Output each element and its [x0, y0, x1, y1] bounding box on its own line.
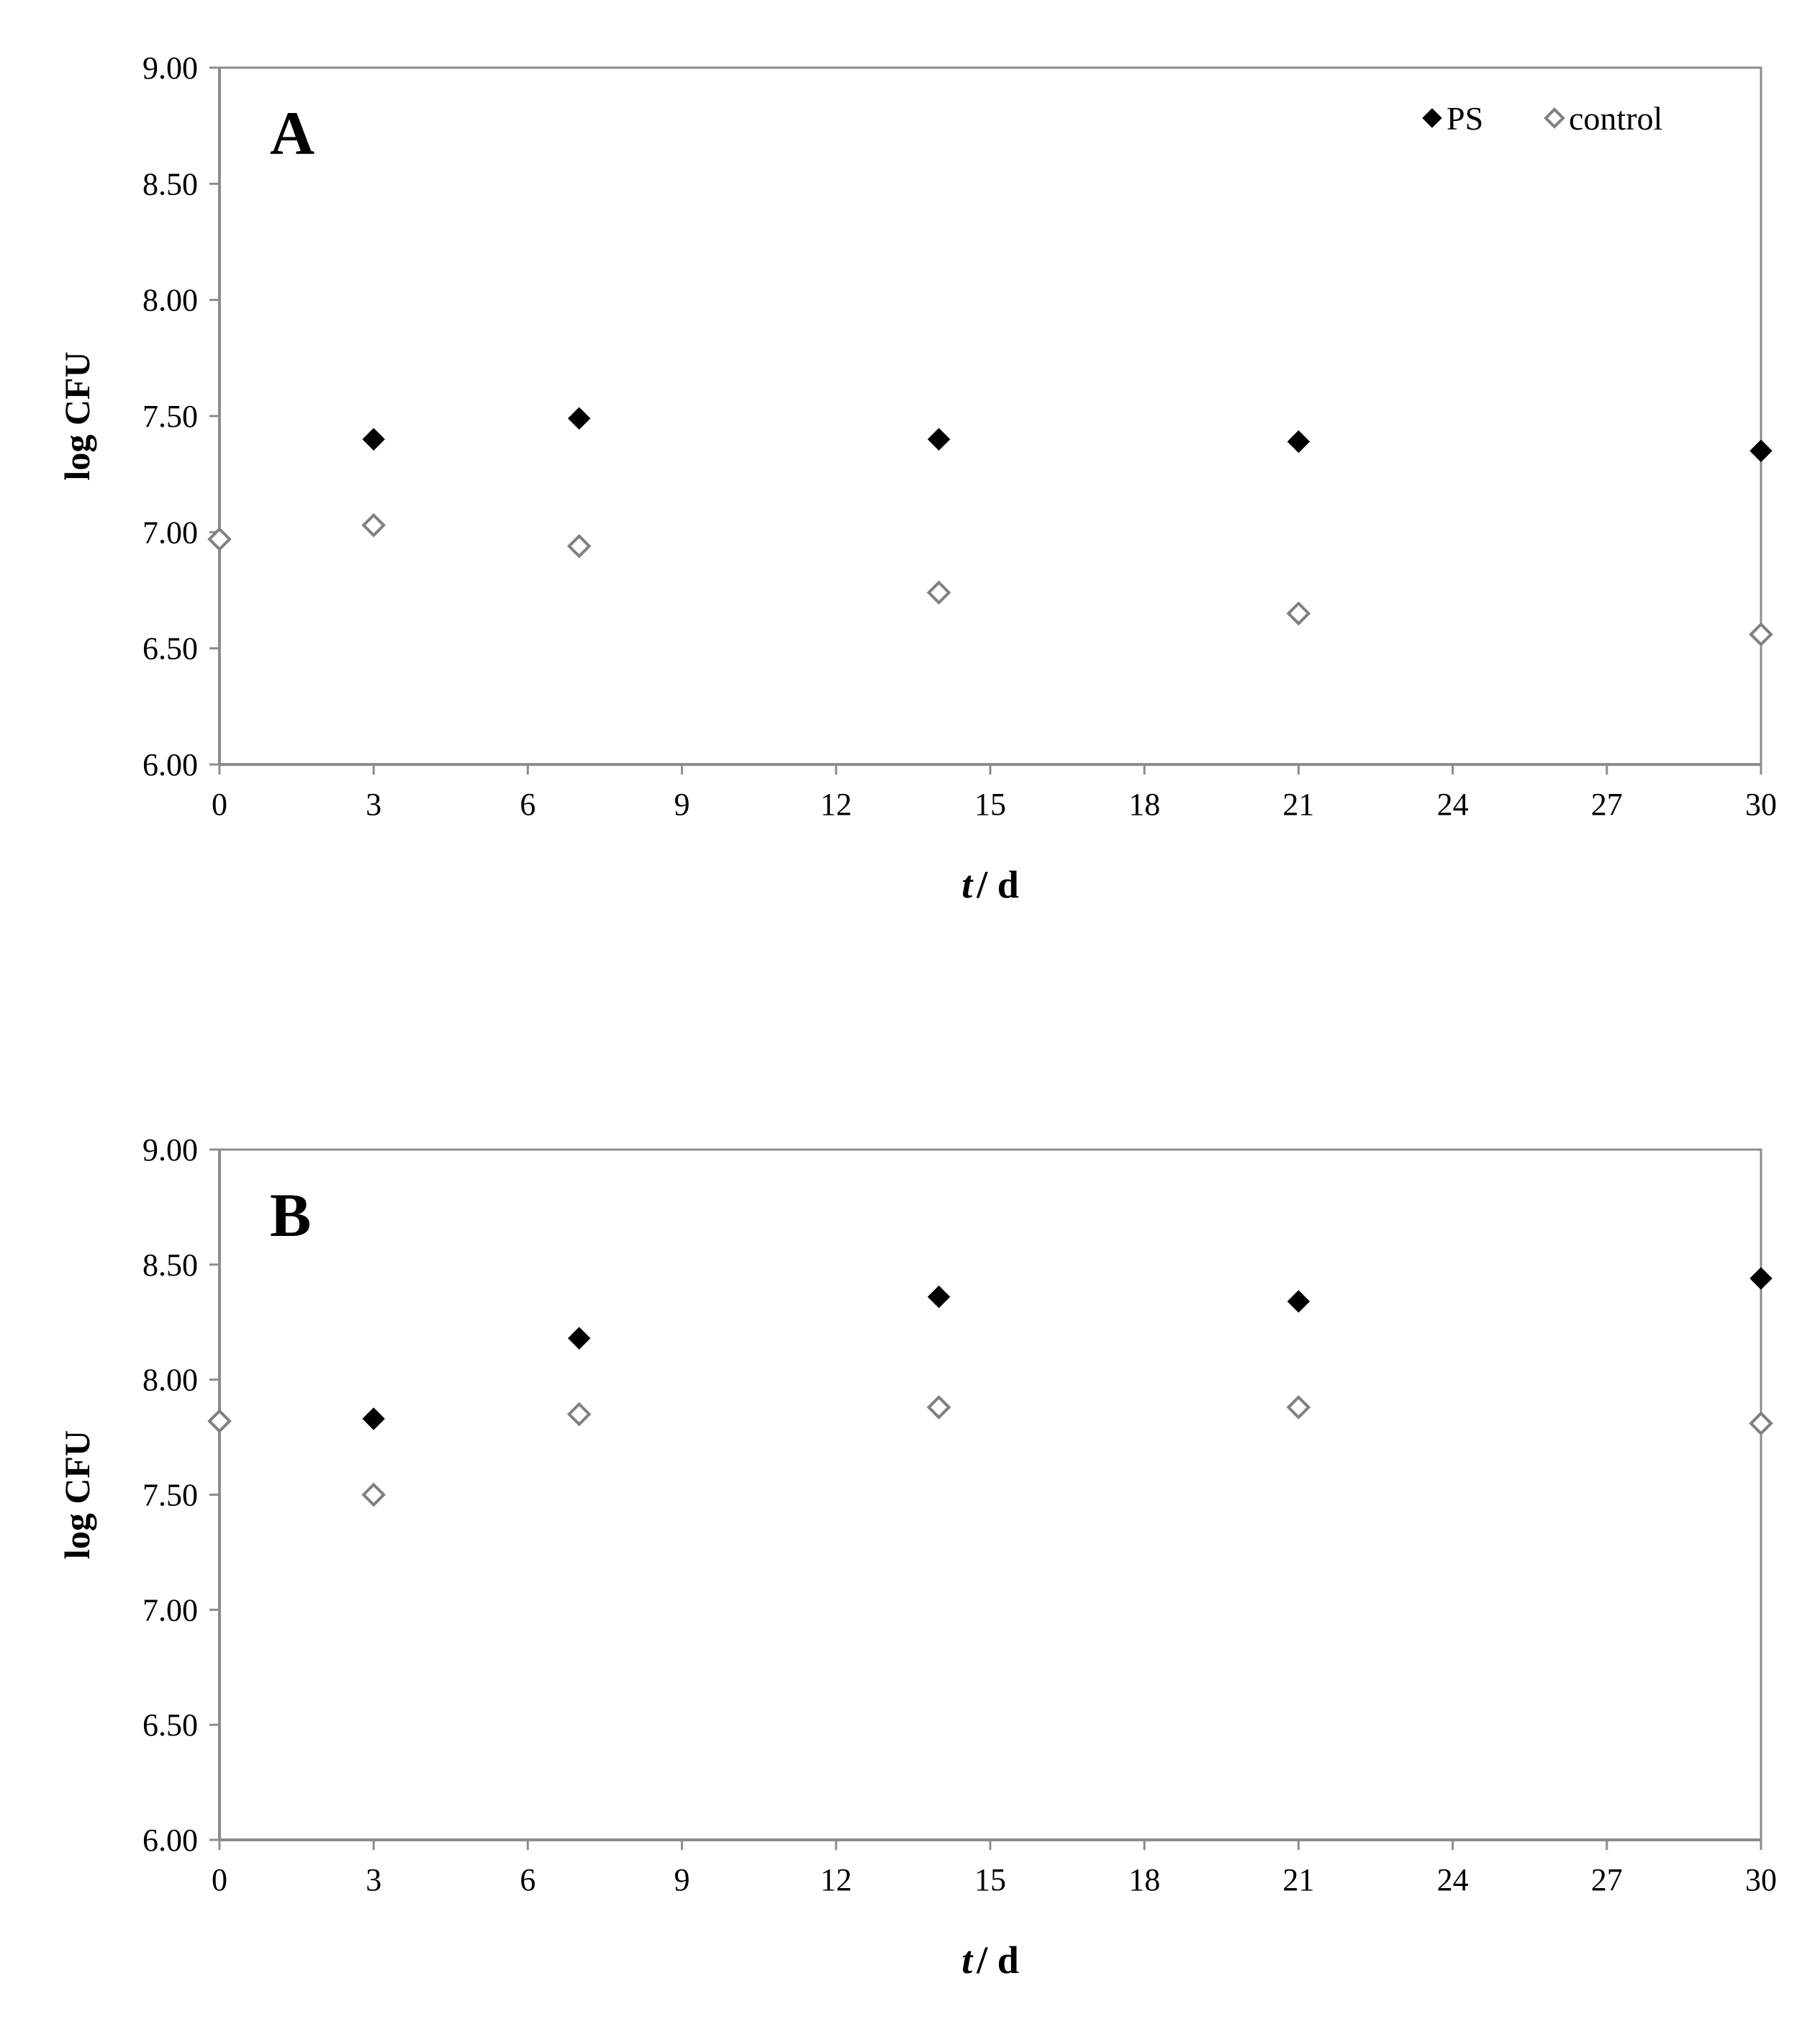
x-tick-label: 3 [366, 787, 381, 822]
data-point [1749, 1411, 1773, 1436]
x-tick-label: 21 [1282, 1862, 1314, 1897]
legend-marker [1544, 107, 1565, 129]
panel-label: A [270, 99, 314, 168]
legend: PS control [1422, 100, 1662, 137]
x-tick-label: 3 [366, 1862, 381, 1897]
y-tick-label: 8.50 [142, 166, 198, 202]
x-tick-label: 30 [1745, 1862, 1777, 1897]
data-point [362, 1407, 385, 1430]
chart-panel-b: 6.00 6.50 7.00 7.50 8.00 8.50 9.00 0 3 6 9 12 15 18 21… [57, 1132, 1777, 1982]
x-tick-label: 9 [674, 1862, 690, 1897]
x-axis-label-unit: / d [976, 1938, 1019, 1982]
x-axis-label: t / d [961, 863, 1019, 906]
data-point [361, 513, 386, 538]
legend-label: PS [1447, 100, 1483, 137]
x-axis-label: t / d [961, 1938, 1019, 1982]
y-tick-label: 8.50 [142, 1247, 198, 1283]
x-tick-label: 15 [974, 787, 1006, 822]
series-control [207, 513, 1773, 647]
y-axis-label: log CFU [57, 351, 97, 480]
data-point [1286, 601, 1311, 626]
panel-label: B [270, 1181, 311, 1250]
y-tick-label: 7.00 [142, 1592, 198, 1628]
y-tick-label: 9.00 [142, 1132, 198, 1168]
data-point [926, 1395, 951, 1420]
data-point [1749, 622, 1773, 647]
data-point [566, 1402, 592, 1427]
data-point [207, 527, 232, 551]
x-tick-label: 21 [1282, 787, 1314, 822]
chart-panel-a: 6.00 6.50 7.00 7.50 8.00 8.50 9.00 0 3 6 9 12 15 18 21… [57, 50, 1777, 906]
data-point [1749, 1267, 1773, 1290]
y-tick-label: 8.00 [142, 283, 198, 318]
x-tick-label: 27 [1591, 1862, 1623, 1897]
x-tick-label: 15 [974, 1862, 1006, 1897]
y-tick-label: 6.00 [142, 1823, 198, 1858]
plot-frame [218, 1148, 1762, 1841]
x-axis-label-variable: t [961, 1938, 974, 1982]
data-point [1287, 430, 1310, 453]
y-tick-label: 6.00 [142, 747, 198, 782]
x-tick-label: 24 [1437, 787, 1469, 822]
legend-marker [1422, 108, 1442, 128]
plot-frame [218, 66, 1762, 766]
x-tick-label: 12 [820, 787, 852, 822]
data-point [1749, 439, 1773, 463]
data-point [926, 580, 951, 605]
x-tick-label: 0 [212, 787, 227, 822]
x-tick-label: 0 [212, 1862, 227, 1897]
x-tick-label: 6 [520, 1862, 535, 1897]
x-tick-label: 18 [1128, 787, 1160, 822]
series-ps [362, 1267, 1773, 1430]
data-point [927, 428, 951, 451]
y-tick-label: 9.00 [142, 50, 198, 86]
data-point [1286, 1395, 1311, 1420]
data-point [566, 533, 592, 559]
y-tick-label: 8.00 [142, 1363, 198, 1398]
data-point [927, 1285, 951, 1309]
x-tick-label: 12 [820, 1862, 852, 1897]
x-tick-label: 9 [674, 787, 690, 822]
y-tick-label: 7.00 [142, 515, 198, 550]
x-tick-label: 24 [1437, 1862, 1469, 1897]
x-tick-label: 27 [1591, 787, 1623, 822]
data-point [207, 1409, 232, 1434]
data-point [568, 1327, 591, 1350]
series-control [207, 1395, 1773, 1507]
x-axis-label-unit: / d [976, 863, 1019, 906]
series-ps [362, 407, 1773, 463]
y-tick-label: 7.50 [142, 1478, 198, 1513]
data-point [361, 1482, 386, 1507]
x-tick-label: 18 [1128, 1862, 1160, 1897]
x-tick-label: 6 [520, 787, 535, 822]
data-point [1287, 1290, 1310, 1313]
data-point [362, 428, 385, 451]
y-tick-label: 7.50 [142, 399, 198, 434]
y-axis-label: log CFU [57, 1430, 97, 1559]
legend-label: control [1569, 100, 1662, 137]
y-tick-label: 6.50 [142, 631, 198, 667]
data-point [568, 407, 591, 430]
x-tick-label: 30 [1745, 787, 1777, 822]
x-axis-label-variable: t [961, 863, 974, 906]
y-tick-label: 6.50 [142, 1707, 198, 1743]
